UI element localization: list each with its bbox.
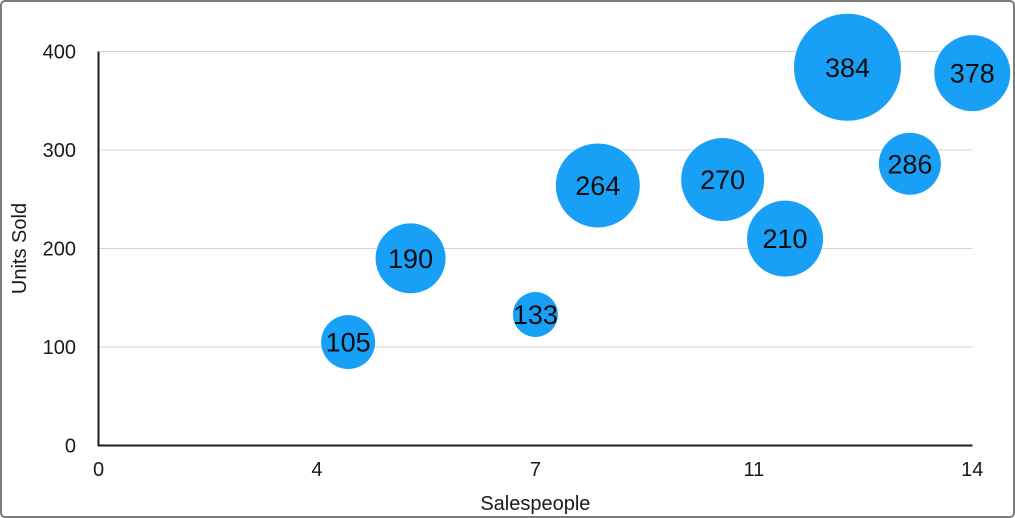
bubble-133: 133 [512, 291, 558, 337]
bubble-label-286: 286 [887, 149, 932, 179]
y-tick-label-400: 400 [43, 42, 76, 64]
bubble-circle-264 [555, 143, 640, 228]
bubble-210: 210 [747, 200, 824, 277]
bubble-circle-190 [375, 223, 446, 294]
x-tick-label-11: 11 [743, 459, 764, 481]
bubble-378: 378 [934, 35, 1011, 112]
bubble-circle-210 [747, 200, 824, 277]
bubble-circle-105 [321, 315, 376, 370]
bubble-label-378: 378 [950, 59, 995, 89]
bubble-190: 190 [375, 223, 446, 294]
bubble-label-270: 270 [700, 165, 745, 195]
bubble-label-105: 105 [326, 328, 371, 358]
y-axis-title: Units Sold [9, 203, 31, 294]
bubble-circle-133 [512, 291, 558, 337]
y-tick-label-300: 300 [43, 140, 76, 162]
bubble-label-264: 264 [575, 171, 620, 201]
bubble-label-190: 190 [388, 244, 433, 274]
x-tick-label-0: 0 [93, 459, 104, 481]
y-tick-label-200: 200 [43, 239, 76, 261]
bubble-384: 384 [793, 13, 901, 121]
bubble-label-384: 384 [825, 53, 870, 83]
x-tick-label-4: 4 [311, 459, 322, 481]
bubble-label-210: 210 [763, 224, 808, 254]
x-tick-label-14: 14 [961, 459, 983, 481]
x-tick-label-7: 7 [530, 459, 541, 481]
bubble-105: 105 [321, 315, 376, 370]
bubble-circle-270 [681, 138, 765, 222]
bubble-label-133: 133 [513, 300, 558, 330]
x-axis-title: Salespeople [480, 493, 590, 515]
y-tick-label-0: 0 [65, 436, 76, 458]
bubble-circle-286 [878, 132, 941, 195]
bubble-circle-378 [934, 35, 1011, 112]
bubble-286: 286 [878, 132, 941, 195]
bubble-270: 270 [681, 138, 765, 222]
y-tick-label-100: 100 [43, 337, 76, 359]
bubble-264: 264 [555, 143, 640, 228]
bubble-circle-384 [793, 13, 901, 121]
